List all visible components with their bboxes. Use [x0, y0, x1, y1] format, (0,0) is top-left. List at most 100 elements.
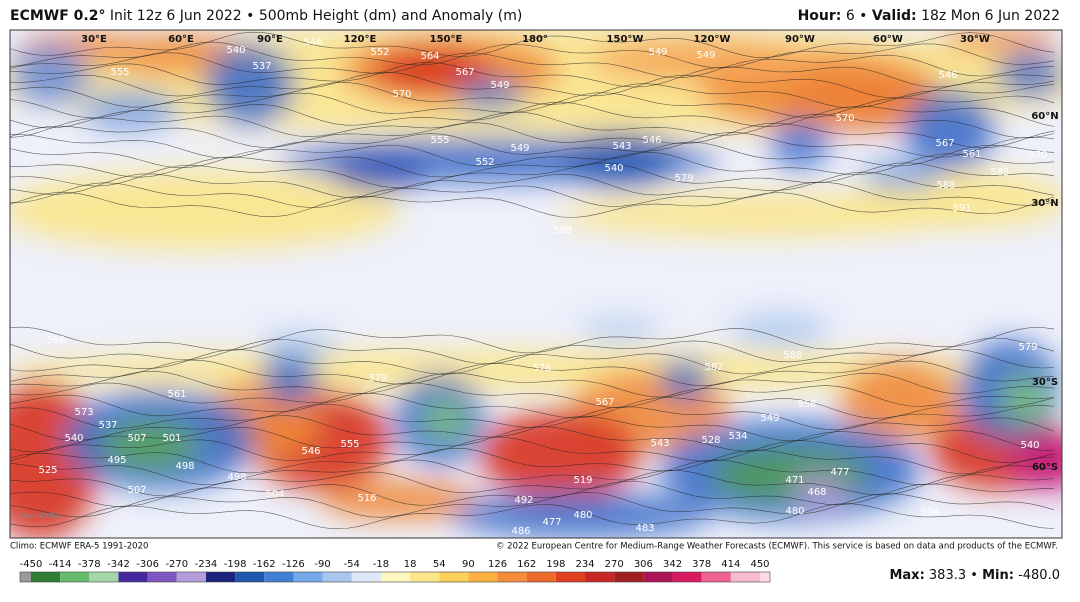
- anomaly-blob: [260, 333, 340, 357]
- contour-line: [10, 92, 1055, 119]
- colorbar-cell: [585, 572, 615, 582]
- contour-label: 516: [357, 493, 376, 504]
- longitude-label: 180°: [522, 34, 548, 45]
- contour-label: 549: [760, 413, 779, 424]
- longitude-label: 90°W: [785, 34, 815, 45]
- contour-line: [10, 131, 1055, 159]
- watermark: WEATHERBELL: [20, 513, 65, 520]
- anomaly-blob: [940, 30, 1060, 52]
- anomaly-blob: [330, 148, 430, 192]
- contour-label: 588: [783, 350, 802, 361]
- contour-label: 573: [74, 407, 93, 418]
- contour-label: 567: [595, 397, 614, 408]
- contour-label: 486: [511, 526, 530, 537]
- anomaly-blob: [560, 132, 680, 188]
- separator: •: [970, 568, 978, 583]
- colorbar-label: -54: [344, 559, 360, 570]
- colorbar-cell: [410, 572, 440, 582]
- contour-line: [10, 41, 1055, 69]
- colorbar-cell: [235, 572, 265, 582]
- colorbar-label: -198: [224, 559, 247, 570]
- anomaly-blob: [1010, 430, 1062, 490]
- longitude-label: 120°E: [344, 34, 377, 45]
- anomaly-blob: [455, 80, 525, 110]
- anomaly-blob: [450, 493, 710, 537]
- latitude-label: 30°N: [1031, 198, 1058, 209]
- colorbar-label: -90: [314, 559, 330, 570]
- contour-line: [10, 382, 1055, 408]
- colorbar-label: -414: [49, 559, 72, 570]
- colorbar-label: 414: [721, 559, 740, 570]
- contour-label: 543: [650, 438, 669, 449]
- map: 555 540 537 546 552 564 567 570 549 555 552 549 543 5…: [10, 30, 1062, 538]
- colorbar-frame: [19, 571, 771, 583]
- contour-label: 540: [604, 163, 623, 174]
- valid-key: Valid:: [872, 8, 917, 24]
- colorbar-cell: [351, 572, 381, 582]
- contour-label: 555: [110, 67, 129, 78]
- contour-label: 552: [370, 47, 389, 58]
- colorbar-label: 450: [750, 559, 769, 570]
- colorbar-cell: [380, 572, 411, 582]
- contour-line: [10, 151, 1055, 178]
- colorbar-cell: [322, 572, 352, 582]
- colorbar-label: -234: [195, 559, 218, 570]
- max-value: 383.3: [929, 568, 966, 583]
- colorbar-label: -270: [165, 559, 188, 570]
- contour-label: 471: [785, 475, 804, 486]
- colorbar-cell: [760, 572, 770, 582]
- contour-line: [10, 349, 1055, 375]
- contour-line: [10, 61, 1055, 88]
- latitude-label: 60°S: [1032, 462, 1058, 473]
- longitude-label: 150°E: [430, 34, 463, 45]
- contour-label: 567: [935, 138, 954, 149]
- anomaly-blob: [580, 320, 660, 340]
- contour-label: 585: [990, 167, 1009, 178]
- longitude-label: 120°W: [694, 34, 731, 45]
- hour-key: Hour:: [798, 8, 842, 24]
- colorbar-cell: [89, 572, 119, 582]
- contour-line: [10, 426, 1055, 453]
- contour-labels: 555 540 537 546 552 564 567 570 549 555 552 549 543 5…: [20, 34, 1059, 537]
- colorbar-label: 306: [634, 559, 653, 570]
- colorbar-label: -342: [107, 559, 130, 570]
- contour-line: [10, 171, 1055, 199]
- contour-label: 588: [46, 335, 65, 346]
- colorbar-label: 198: [546, 559, 565, 570]
- contour-line: [10, 459, 1055, 486]
- contour-line: [10, 181, 1055, 208]
- contour-label: 477: [542, 517, 561, 528]
- anomaly-blob: [370, 48, 490, 92]
- contour-line: [10, 326, 1055, 354]
- contour-label: 495: [107, 455, 126, 466]
- contour-label: 468: [807, 487, 826, 498]
- contour-line: [10, 162, 1055, 189]
- title-rest: Init 12z 6 Jun 2022 • 500mb Height (dm) …: [110, 8, 522, 24]
- contour-label: 540: [226, 45, 245, 56]
- colorbar-cell: [20, 572, 31, 582]
- colorbar: -450 -414 -378 -342 -306 -270 -234 -198 -162 -126…: [19, 559, 771, 583]
- colorbar-label: 342: [663, 559, 682, 570]
- longitude-label: 60°E: [168, 34, 194, 45]
- colorbar-cell: [439, 572, 469, 582]
- contour-label: 504: [265, 489, 284, 500]
- anomaly-blob: [730, 315, 830, 345]
- contour-line: [10, 337, 1055, 365]
- colorbar-label: -306: [136, 559, 159, 570]
- anomaly-blob: [10, 170, 400, 250]
- colorbar-label: 90: [462, 559, 475, 570]
- contour-label: 579: [368, 373, 387, 384]
- colorbar-label: -126: [282, 559, 305, 570]
- contours: [10, 31, 1055, 530]
- contour-label: 579: [674, 173, 693, 184]
- hour-value: 6 •: [846, 8, 868, 24]
- contour-label: 534: [728, 431, 747, 442]
- contour-label: 519: [573, 475, 592, 486]
- contour-label: 564: [420, 51, 439, 62]
- colorbar-cell: [264, 572, 294, 582]
- contour-label: 570: [835, 113, 854, 124]
- contour-label: 546: [642, 135, 661, 146]
- contour-label: 555: [430, 135, 449, 146]
- longitude-label: 30°E: [81, 34, 107, 45]
- longitude-label: 30°W: [960, 34, 990, 45]
